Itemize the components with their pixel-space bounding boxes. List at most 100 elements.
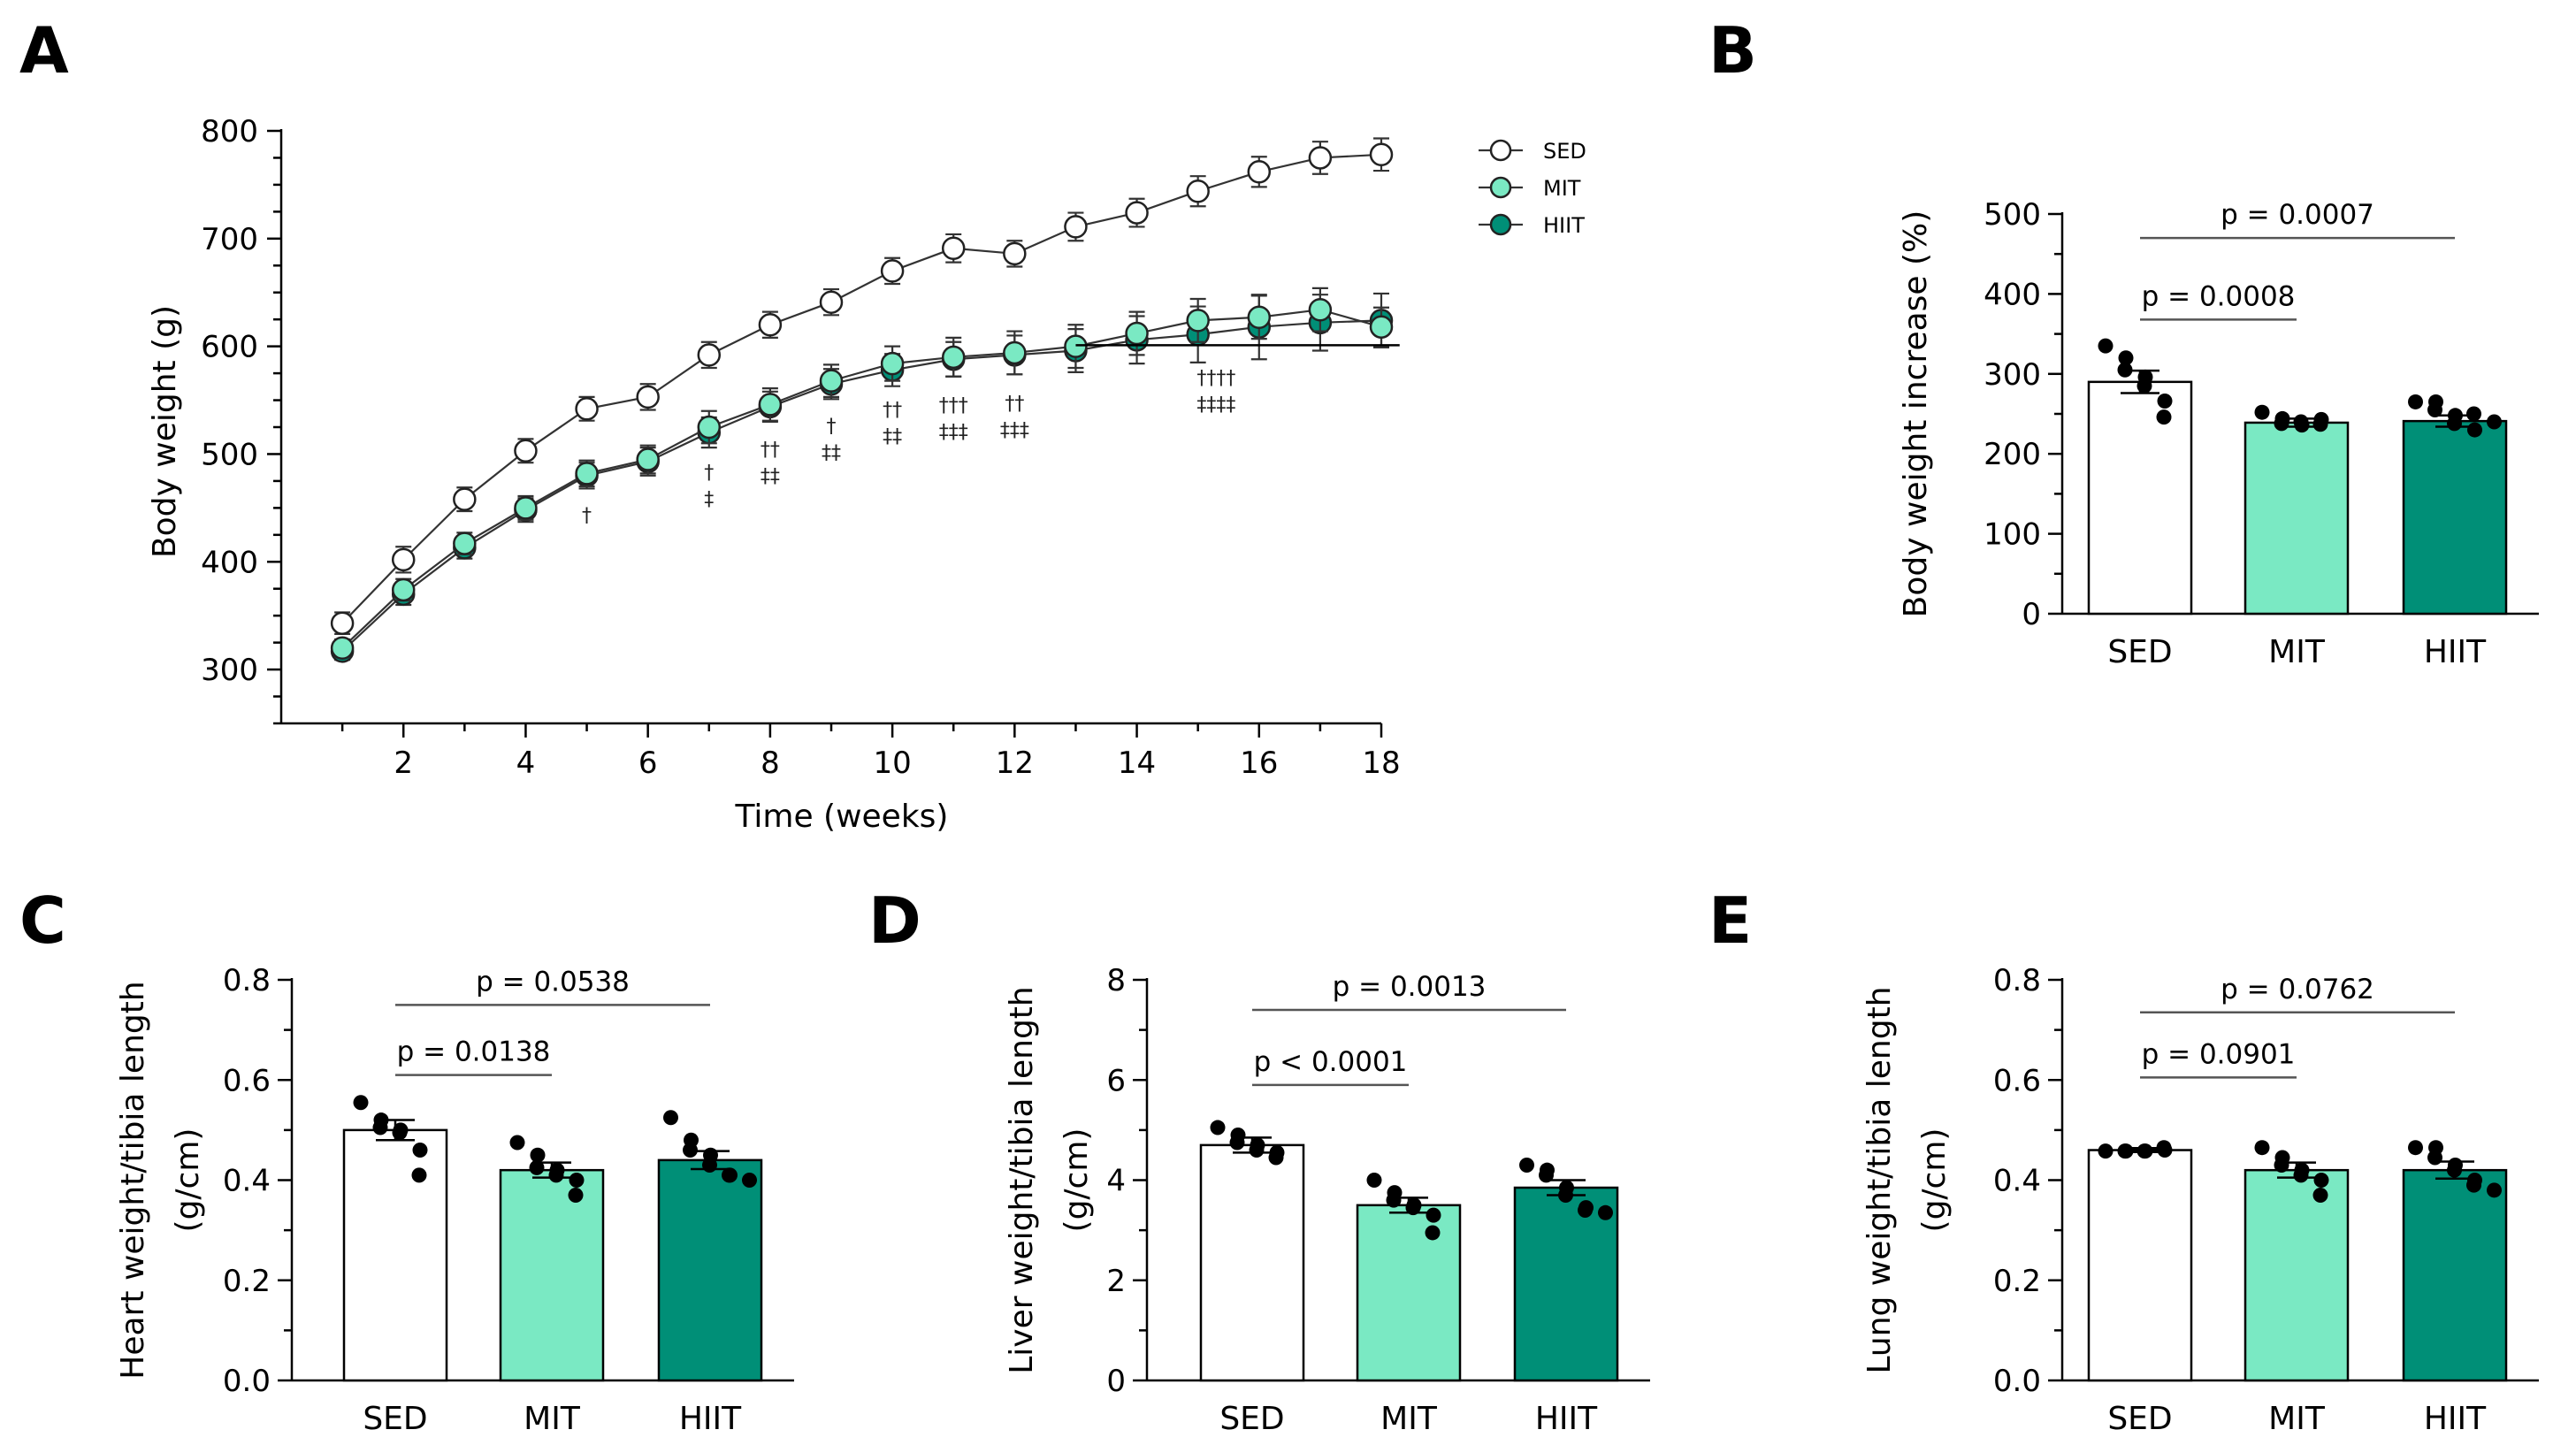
b-y-tick-label: 500 [1984,197,2041,233]
data-dot [2427,401,2442,417]
a-y-tick-label: 600 [201,330,258,365]
bar-group-hiit [2402,1140,2508,1382]
data-dot [2313,1173,2329,1188]
a-y-axis-title: Body weight (g) [147,305,183,558]
data-dot [2117,362,2133,378]
e-y-tick-label: 0.6 [1993,1063,2041,1098]
c-y-axis-title-line: (g/cm) [170,1128,206,1233]
data-point-sed [330,611,355,635]
data-point-mit [330,636,355,660]
data-dot [1229,1135,1245,1151]
data-point-sed [880,259,905,283]
data-dot [1386,1192,1402,1208]
bar-sed [1199,1143,1305,1382]
series-mit [330,287,1394,660]
data-point-mit [1003,340,1027,365]
data-dot [2136,378,2152,394]
data-point-mit [1247,305,1272,329]
bar-group-sed [1199,1120,1305,1382]
a-y-tick-label: 300 [201,653,258,688]
data-point-mit [453,531,477,555]
data-dot [2427,1150,2442,1166]
data-point-mit [514,496,538,520]
data-point-mit [819,369,844,393]
e-y-tick-label: 0.2 [1993,1264,2041,1299]
data-dot [568,1187,584,1203]
c-y-axis-title-line: Heart weight/tibia length [115,981,151,1379]
data-dot [1366,1173,1382,1188]
data-point-sed [1369,142,1394,167]
p-value-label: p = 0.0901 [2142,1038,2296,1070]
data-dot [2118,350,2134,366]
data-dot [1539,1167,1554,1183]
p-value-label: p < 0.0001 [1254,1046,1408,1078]
data-dot [2408,394,2423,409]
a-y-tick-label: 400 [201,545,258,580]
series-sed [330,137,1394,635]
b-y-tick-label: 200 [1984,437,2041,472]
legend-label-sed: SED [1543,139,1586,164]
data-dot [2293,414,2309,430]
data-dot [2157,394,2173,409]
data-point-sed [1064,215,1088,239]
significance-mark: ‡‡‡ [1000,419,1029,441]
panel-letter-a: A [19,13,69,88]
data-point-sed [697,343,722,367]
d-y-tick-label: 6 [1106,1063,1126,1098]
d-y-axis-title-line: (g/cm) [1059,1128,1095,1233]
data-dot [742,1173,757,1188]
data-dot [2136,1143,2152,1159]
data-point-sed [636,385,660,409]
data-dot [392,1125,408,1141]
bar-mit [2243,1168,2350,1382]
series-line-mit [341,309,1382,649]
bar-group-sed [2087,1140,2193,1382]
category-label-mit: MIT [2268,1401,2326,1437]
data-point-sed [1003,241,1027,266]
significance-mark: ‡‡‡‡ [1196,394,1235,416]
p-value-label: p = 0.0138 [397,1036,551,1068]
legend: SED MIT HIIT [1479,139,1586,238]
d-y-tick-label: 4 [1106,1164,1126,1199]
d-y-tick-label: 2 [1106,1264,1126,1299]
significance-mark: ‡‡ [822,442,841,464]
a-x-axis-title: Time (weeks) [735,799,949,835]
legend-marker-hiit [1489,213,1512,236]
data-point-sed [1186,179,1210,203]
category-label-mit: MIT [2268,634,2326,670]
data-point-sed [453,487,477,511]
data-point-sed [819,290,844,314]
data-dot [372,1120,388,1135]
e-y-axis-title-line: Lung weight/tibia length [1861,986,1898,1373]
data-dot [2254,404,2270,420]
significance-mark: ‡‡ [883,426,902,448]
data-dot [2156,409,2172,425]
b-y-tick-label: 400 [1984,277,2041,312]
data-dot [1268,1150,1284,1166]
data-dot [2487,414,2502,430]
data-dot [2274,1158,2289,1174]
data-dot [2408,1140,2423,1156]
data-point-mit [697,415,722,440]
bar-group-sed [2087,338,2193,615]
data-point-sed [1247,160,1272,184]
data-dot [2254,1140,2270,1156]
data-dot [2447,1162,2462,1178]
bar-group-hiit [657,1110,763,1382]
category-label-hiit: HIIT [2424,1401,2487,1437]
data-dot [529,1159,545,1175]
significance-mark: † [704,462,714,484]
data-dot [1578,1202,1593,1218]
data-point-mit [1369,315,1394,339]
data-dot [509,1135,525,1151]
bar-hiit [2402,1168,2508,1382]
data-dot [2098,1143,2114,1159]
data-point-sed [758,313,783,337]
category-label-sed: SED [2107,634,2172,670]
panel-c: C 0.0 0.2 0.4 0.6 0.8 Heart weight/tibia lengt… [19,883,794,1437]
data-dot [2466,406,2481,422]
p-value-label: p = 0.0013 [1333,971,1487,1003]
bar-hiit [1513,1186,1619,1382]
b-y-tick-label: 100 [1984,517,2041,553]
